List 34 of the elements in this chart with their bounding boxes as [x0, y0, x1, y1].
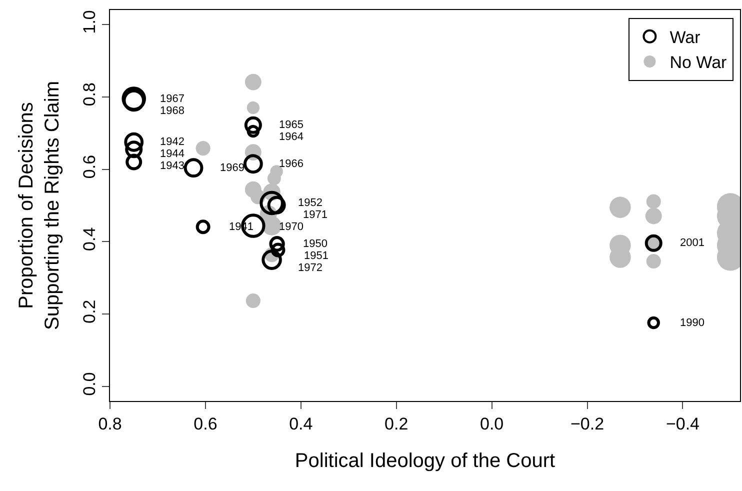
y-tick-label: 0.4	[80, 227, 100, 251]
annotation: 1944	[160, 148, 184, 160]
annotation: 1943	[160, 160, 184, 172]
annotation: 1971	[303, 209, 328, 221]
x-tick-label: 0.0	[480, 414, 504, 434]
x-tick-label: −0.2	[570, 414, 604, 434]
annotation: 2001	[680, 237, 704, 249]
annotation: 1942	[160, 136, 184, 148]
annotation: 1968	[160, 105, 184, 117]
x-tick-label: 0.8	[98, 414, 122, 434]
y-tick-label: 0.6	[80, 154, 100, 179]
y-axis-title: Proportion of Decisions Supporting the Rights Claim	[16, 80, 64, 330]
legend-label: War	[670, 28, 701, 47]
legend-label: No War	[670, 53, 728, 72]
x-tick-label: −0.4	[666, 414, 700, 434]
annotation: 1969	[220, 162, 244, 174]
x-axis-title: Political Ideology of the Court	[294, 450, 556, 472]
annotation: 1972	[298, 262, 322, 274]
annotation: 1951	[304, 250, 328, 262]
x-tick-label: 0.2	[384, 414, 408, 434]
y-tick-label: 0.0	[80, 372, 100, 396]
annotation: 1965	[279, 119, 304, 131]
annotation: 1950	[303, 238, 328, 250]
annotation: 1967	[160, 93, 184, 105]
x-tick-label: 0.6	[194, 414, 218, 434]
annotation: 1952	[298, 197, 322, 209]
x-tick-label: 0.4	[289, 414, 313, 434]
y-tick-label: 1.0	[80, 10, 100, 34]
annotation: 1966	[279, 158, 304, 170]
y-tick-label: 0.8	[80, 82, 100, 106]
annotation: 1964	[279, 131, 304, 143]
y-tick-label: 0.2	[80, 300, 100, 324]
annotation: 1990	[680, 317, 704, 329]
annotation: 1970	[279, 221, 304, 233]
